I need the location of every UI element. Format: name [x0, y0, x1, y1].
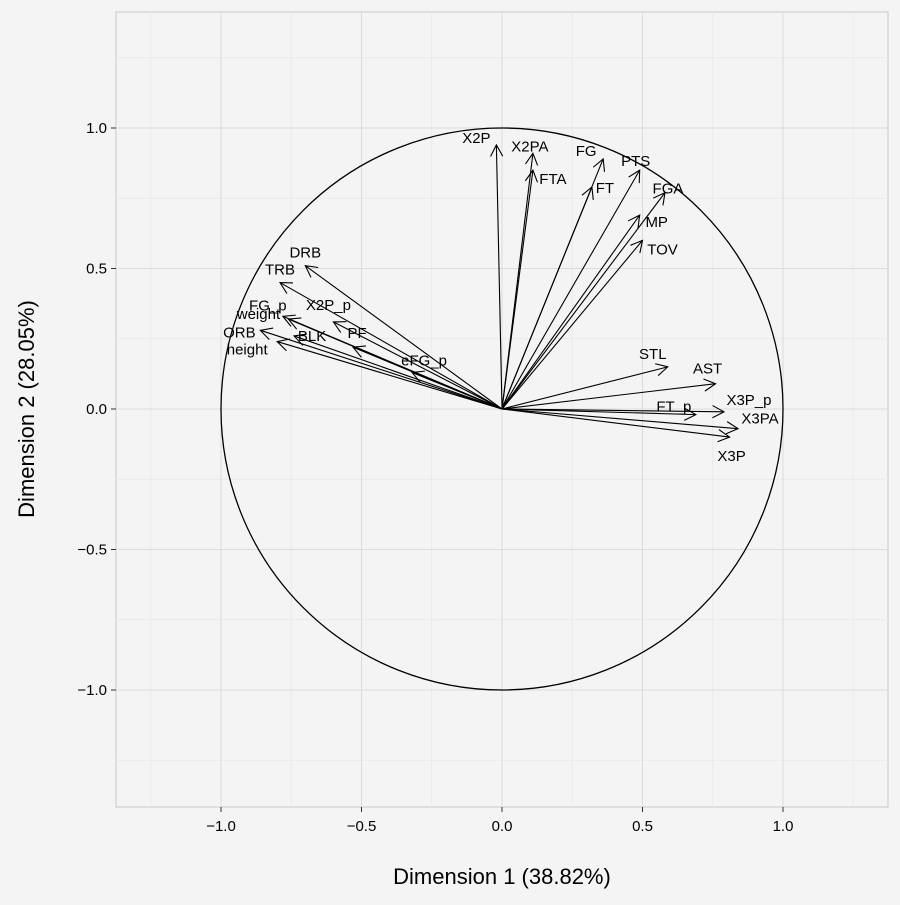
arrowhead-blk: [292, 333, 307, 346]
variable-label-x2p: X2P: [462, 130, 490, 147]
arrow-drb: [304, 265, 503, 410]
variable-label-x3p: X3P: [717, 448, 745, 465]
x-tick-label: 0.0: [492, 818, 513, 835]
y-axis-title: Dimension 2 (28.05%): [14, 300, 39, 518]
variable-label-x2p-p: X2P_p: [306, 297, 351, 314]
variable-label-x2pa: X2PA: [511, 138, 548, 155]
variable-label-fg-p: FG_p: [249, 297, 287, 314]
arrowhead-x3p: [717, 429, 731, 443]
arrowhead-mp: [627, 214, 641, 229]
x-tick-label: −0.5: [347, 818, 377, 835]
variable-label-ft-p: FT_p: [656, 399, 691, 416]
variable-label-orb: ORB: [223, 324, 256, 341]
variable-label-stl: STL: [639, 346, 667, 363]
variable-label-height: height: [227, 342, 269, 359]
variable-label-blk: BLK: [298, 328, 326, 345]
arrow-pts: [501, 169, 641, 410]
variable-label-fta: FTA: [539, 171, 566, 188]
arrow-x3p: [501, 408, 730, 438]
variable-label-x3p-p: X3P_p: [726, 392, 771, 409]
variable-label-efg-p: eFG_p: [401, 352, 447, 369]
arrowhead-x2p: [490, 143, 504, 157]
arrowhead-ft: [581, 185, 594, 200]
variable-arrows: [259, 143, 740, 443]
y-tick-label: −1.0: [77, 682, 107, 699]
arrow-fta: [501, 170, 534, 410]
arrowhead-fga: [652, 191, 666, 206]
arrow-ft-p: [501, 408, 696, 416]
y-tick-label: 1.0: [86, 120, 107, 137]
arrowhead-fg: [592, 157, 606, 172]
variable-label-drb: DRB: [289, 245, 321, 262]
arrowhead-pts: [628, 169, 641, 184]
y-tick-label: 0.0: [86, 401, 107, 418]
arrow-stl: [501, 366, 668, 410]
y-tick-label: 0.5: [86, 261, 107, 278]
arrow-efg-p: [411, 371, 503, 410]
variable-label-mp: MP: [645, 214, 668, 231]
x-tick-label: 0.5: [632, 818, 653, 835]
variable-label-x3pa: X3PA: [741, 411, 778, 428]
arrowhead-weight: [287, 317, 302, 330]
arrow-trb: [279, 282, 503, 410]
variable-label-trb: TRB: [265, 262, 295, 279]
x-tick-label: 1.0: [773, 818, 794, 835]
arrow-height: [277, 341, 503, 410]
correlation-circle: [220, 127, 784, 691]
arrowhead-stl: [655, 363, 669, 377]
arrowhead-fta: [524, 168, 539, 183]
arrowhead-tov: [630, 239, 644, 254]
arrow-mp: [501, 214, 641, 410]
arrow-x3pa: [501, 408, 739, 430]
arrow-blk: [293, 335, 503, 410]
variable-label-pts: PTS: [621, 153, 650, 170]
arrowhead-pf: [351, 345, 367, 358]
arrow-fga: [501, 192, 666, 410]
variable-label-fga: FGA: [653, 181, 684, 198]
arrowhead-fg-p: [281, 314, 296, 327]
x-tick-label: −1.0: [206, 818, 236, 835]
arrowhead-trb: [278, 281, 294, 294]
arrowhead-x2pa: [525, 152, 539, 166]
arrowhead-efg-p: [410, 370, 426, 383]
arrow-x2p: [495, 144, 503, 410]
y-tick-label: −0.5: [77, 542, 107, 559]
arrowhead-drb: [304, 265, 319, 278]
arrowhead-ast: [703, 378, 717, 392]
arrowhead-x3p-p: [712, 405, 726, 419]
arrow-x3p-p: [501, 408, 724, 413]
variable-label-weight: weight: [236, 306, 281, 323]
arrow-ast: [501, 383, 716, 410]
x-axis-title: Dimension 1 (38.82%): [393, 864, 611, 889]
variable-label-fg: FG: [576, 143, 597, 160]
variable-label-ft: FT: [596, 180, 614, 197]
arrowhead-height: [276, 338, 291, 352]
x-axis-ticks: −1.0 −0.5 0.0 0.5 1.0: [206, 807, 793, 835]
arrowhead-x3pa: [725, 421, 740, 435]
variable-label-pf: PF: [347, 325, 366, 342]
arrow-x2p-p: [333, 321, 503, 410]
arrowhead-orb: [259, 327, 274, 341]
y-axis-ticks: −1.0 −0.5 0.0 0.5 1.0: [77, 120, 116, 699]
arrowhead-ft-p: [683, 407, 698, 421]
arrow-tov: [501, 240, 643, 410]
variable-label-tov: TOV: [647, 241, 678, 258]
variable-label-ast: AST: [693, 361, 722, 378]
arrow-ft: [501, 186, 593, 410]
arrowhead-x2p-p: [332, 321, 347, 333]
